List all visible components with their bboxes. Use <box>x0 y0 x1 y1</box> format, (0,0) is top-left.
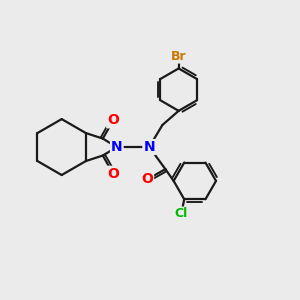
Text: O: O <box>141 172 153 186</box>
Text: N: N <box>111 140 123 154</box>
Text: Cl: Cl <box>175 208 188 220</box>
Text: N: N <box>143 140 155 154</box>
Text: O: O <box>107 113 119 127</box>
Text: Br: Br <box>171 50 187 63</box>
Text: O: O <box>107 167 119 181</box>
